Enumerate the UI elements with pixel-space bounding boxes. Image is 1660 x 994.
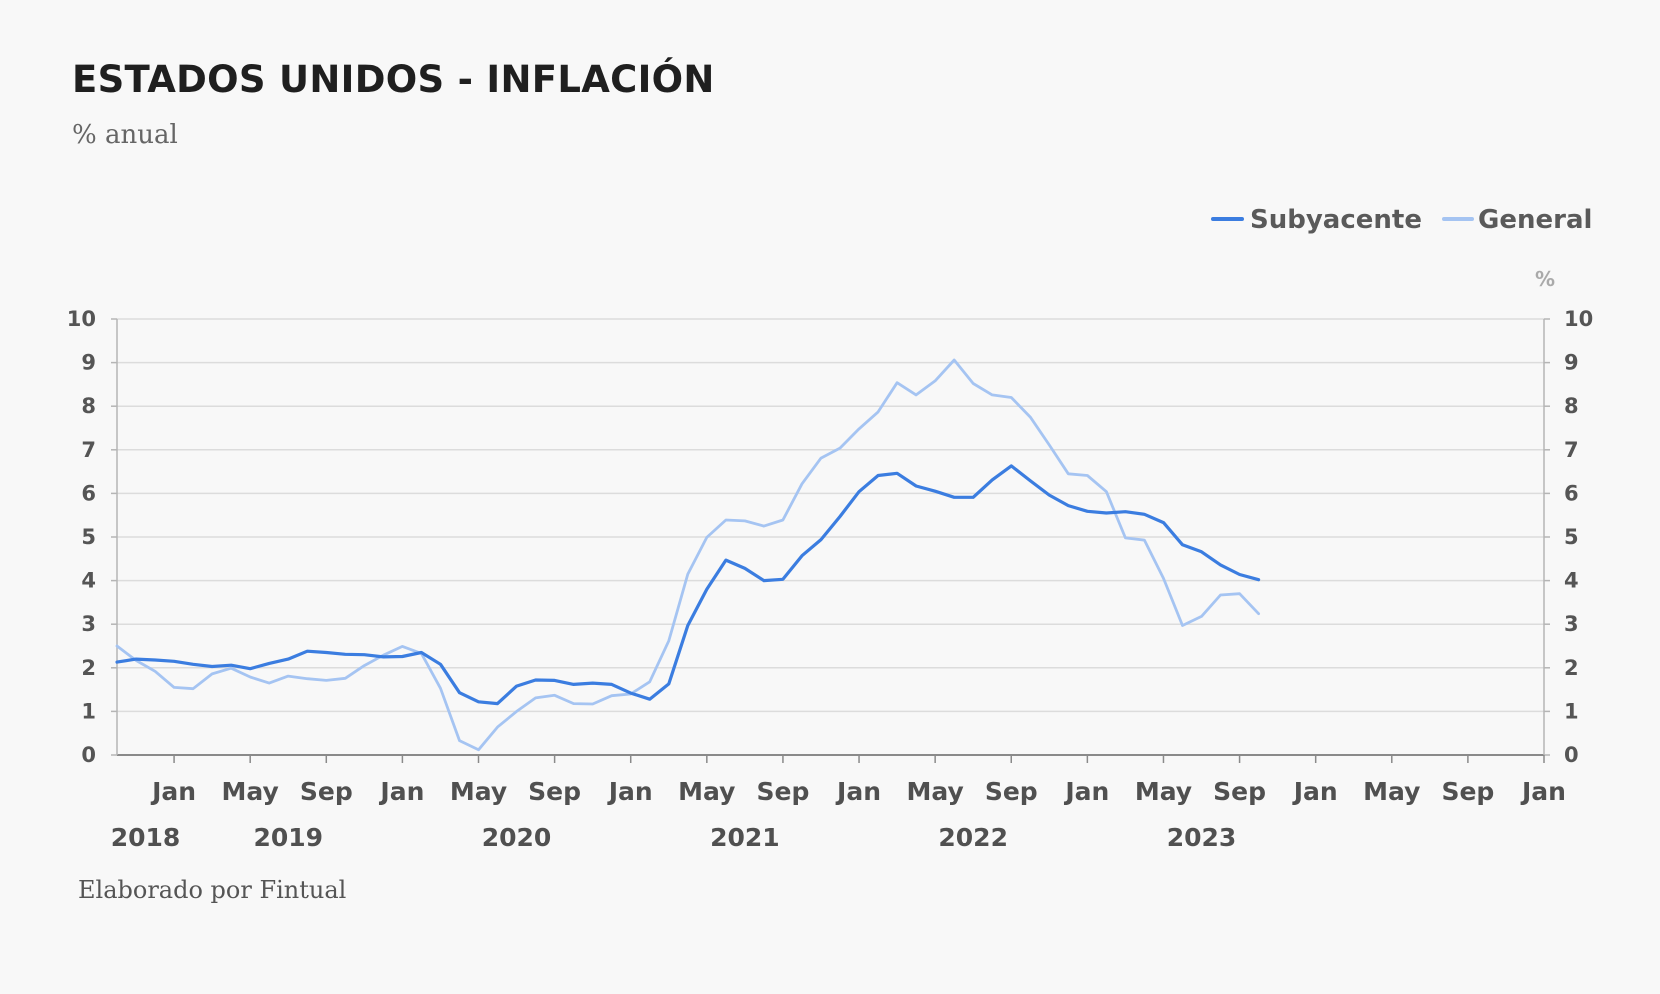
x-tick-label-sep: Sep [1213,777,1266,806]
y-tick-label-left: 4 [81,569,96,593]
y-tick-label-left: 3 [81,612,96,636]
y-tick-label-right: 5 [1564,525,1579,549]
axes: 0 0 1 1 2 2 3 3 4 4 5 5 6 6 7 7 8 8 9 9 10 10 Jan May Sep Jan May S… [67,307,1593,852]
x-tick-label-may: May [450,777,507,806]
y-tick-label-left: 2 [81,656,96,680]
year-label-2019: 2019 [253,823,323,852]
x-tick-label-may: May [678,777,735,806]
y-tick-label-left: 5 [81,525,96,549]
right-axis-unit: % [1535,267,1555,291]
x-tick-label-jan: Jan [835,777,881,806]
legend-label-general: General [1478,205,1592,235]
y-tick-label-right: 9 [1564,351,1579,375]
x-tick-label-may: May [907,777,964,806]
y-tick-label-right: 4 [1564,569,1579,593]
y-tick-label-right: 3 [1564,612,1579,636]
x-tick-label-jan: Jan [1063,777,1109,806]
y-tick-label-left: 1 [81,699,96,723]
year-label-2023: 2023 [1167,823,1237,852]
footer-credit: Elaborado por Fintual [78,876,347,904]
legend-item-general[interactable]: General [1442,205,1592,235]
y-tick-label-left: 9 [81,351,96,375]
x-tick-label-sep: Sep [300,777,353,806]
x-tick-label-jan: Jan [378,777,424,806]
year-label-2020: 2020 [482,823,552,852]
y-tick-label-left: 10 [67,307,96,331]
x-tick-label-may: May [1135,777,1192,806]
year-label-2018: 2018 [111,823,181,852]
x-tick-label-jan: Jan [150,777,196,806]
x-tick-label-jan: Jan [1520,777,1566,806]
x-tick-label-jan: Jan [607,777,653,806]
chart-title: ESTADOS UNIDOS - INFLACIÓN [72,58,715,101]
y-tick-label-left: 8 [81,394,96,418]
y-tick-label-right: 2 [1564,656,1579,680]
x-tick-label-sep: Sep [985,777,1038,806]
grid-lines [117,318,1544,713]
series-line-general [115,358,1260,752]
y-tick-label-right: 1 [1564,699,1579,723]
y-tick-label-right: 10 [1564,307,1593,331]
legend-item-subyacente[interactable]: Subyacente [1211,205,1422,235]
x-tick-label-sep: Sep [1441,777,1494,806]
x-tick-label-sep: Sep [528,777,581,806]
y-tick-label-left: 7 [81,438,96,462]
chart-subtitle: % anual [72,120,178,150]
year-label-2021: 2021 [710,823,780,852]
x-tick-label-may: May [1363,777,1420,806]
x-tick-label-may: May [222,777,279,806]
y-tick-label-right: 7 [1564,438,1579,462]
x-tick-label-sep: Sep [757,777,810,806]
series-lines [115,358,1261,752]
y-tick-label-left: 0 [81,743,96,767]
series-line-subyacente [115,464,1261,706]
y-tick-label-right: 6 [1564,481,1579,505]
x-tick-label-jan: Jan [1292,777,1338,806]
legend: Subyacente General [1211,205,1592,235]
y-tick-label-right: 8 [1564,394,1579,418]
legend-label-subyacente: Subyacente [1250,205,1422,235]
y-tick-label-right: 0 [1564,743,1579,767]
y-tick-label-left: 6 [81,481,96,505]
year-label-2022: 2022 [938,823,1008,852]
